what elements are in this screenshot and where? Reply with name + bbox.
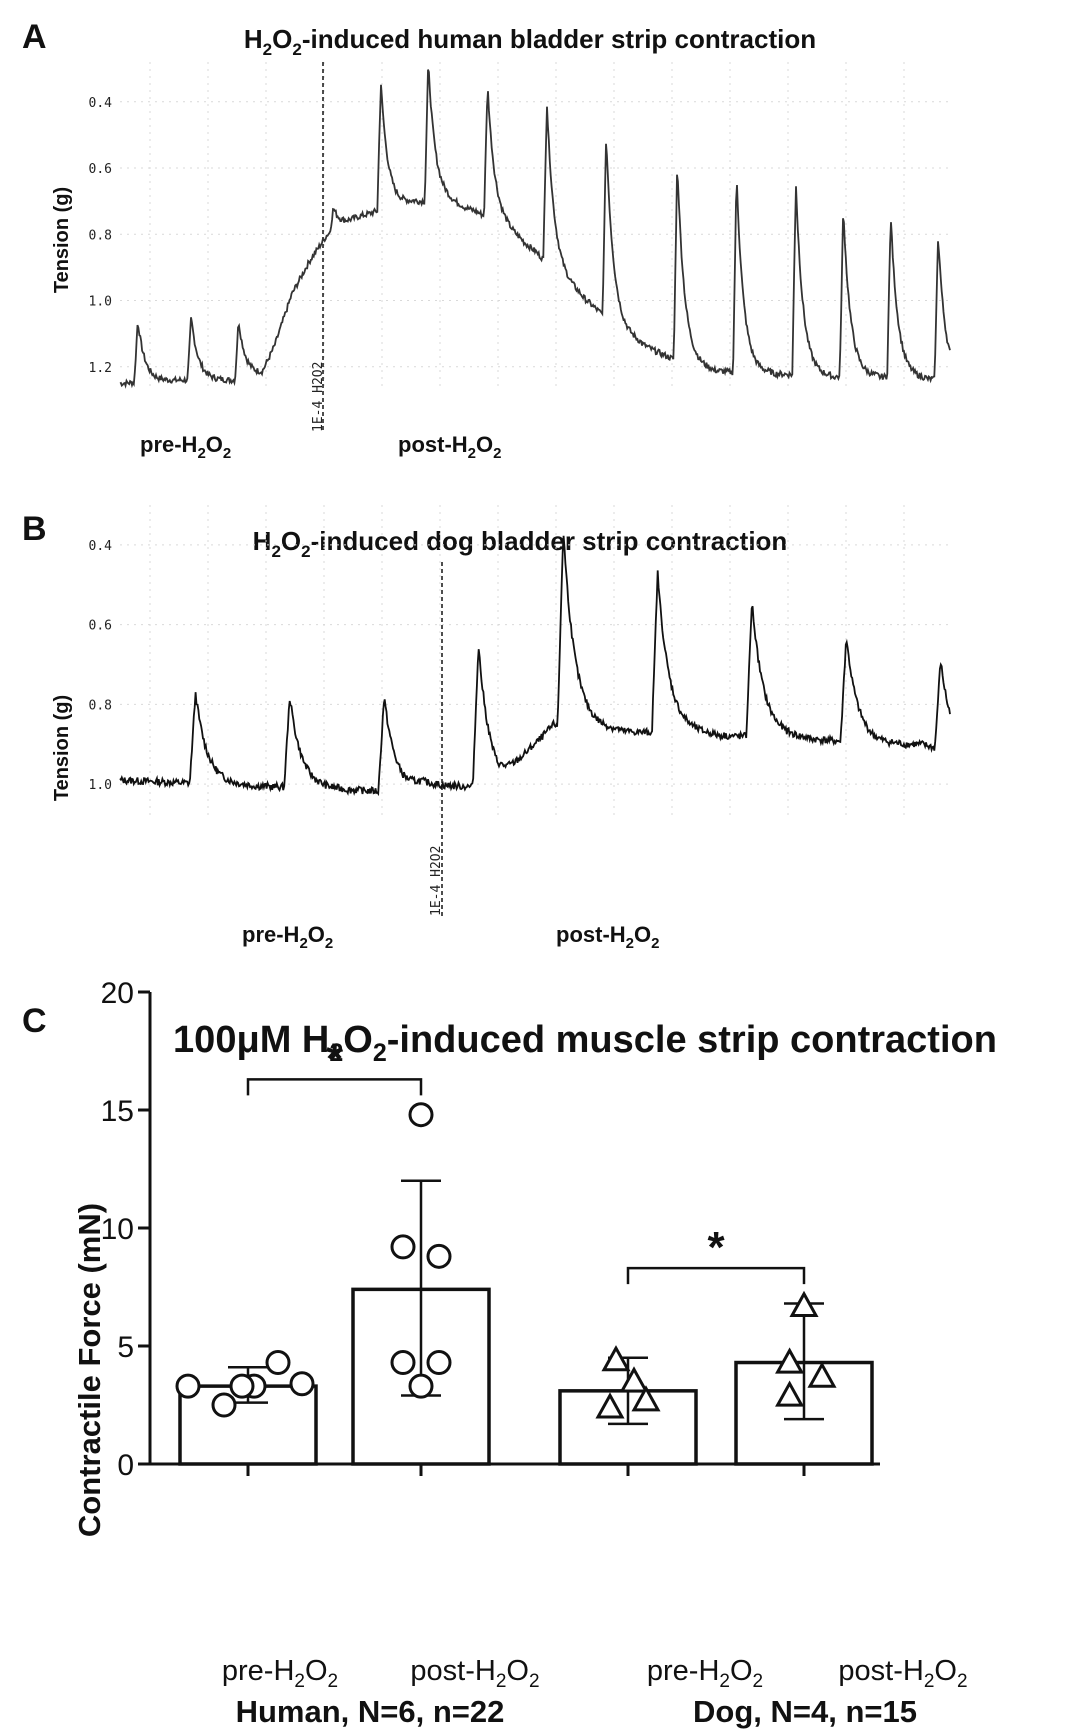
c-data-point [775, 1380, 805, 1407]
panel-c-title: 100μM H2O2-induced muscle strip contract… [173, 1019, 997, 1067]
c-data-point [807, 1361, 837, 1388]
panel-c-significance: ** [246, 1034, 806, 1285]
panel-b-grid [120, 505, 950, 820]
c-data-point [408, 1373, 434, 1399]
panel-a-grid [120, 62, 950, 390]
c-data-point [390, 1350, 416, 1376]
panel-a-drug-marker-label: 1E-4 H2O2 [311, 362, 326, 432]
c-data-point [229, 1373, 255, 1399]
c-data-point [265, 1350, 291, 1376]
a-y-tick-label: 0.8 [89, 228, 112, 243]
c-category-label-4: post-H2O2 [838, 1655, 967, 1692]
a-y-tick-label: 1.2 [89, 361, 112, 376]
panel-a-ylabel: Tension (g) [51, 187, 73, 293]
c-y-tick-label: 15 [101, 1095, 134, 1128]
c-data-point [595, 1392, 625, 1419]
panel-b-drug-marker-label: 1E-4 H2O2 [429, 846, 444, 916]
panel-c-letter: C [22, 1002, 47, 1040]
c-data-point [789, 1290, 819, 1317]
c-category-label-1: pre-H2O2 [222, 1655, 338, 1692]
b-y-tick-label: 0.4 [89, 539, 113, 554]
c-data-point [211, 1392, 237, 1418]
c-y-tick-label: 0 [117, 1449, 134, 1482]
b-y-tick-label: 0.8 [89, 698, 112, 713]
a-y-tick-label: 0.6 [89, 162, 112, 177]
c-significance-star: * [326, 1034, 344, 1083]
c-group-label-dog: Dog, N=4, n=15 [693, 1694, 917, 1729]
c-data-point [408, 1102, 434, 1128]
c-data-point [289, 1371, 315, 1397]
b-y-tick-label: 0.6 [89, 619, 112, 634]
a-y-tick-label: 1.0 [89, 295, 112, 310]
panel-a-y-ticks: 1.2 1.0 0.8 0.6 0.4 [89, 96, 113, 376]
c-data-point [619, 1366, 649, 1393]
panel-a: A H2O2-induced human bladder strip contr… [22, 18, 951, 462]
c-y-tick-label: 5 [117, 1331, 134, 1364]
c-significance-star: * [707, 1223, 725, 1272]
b-y-tick-label: 1.0 [89, 778, 112, 793]
a-y-tick-label: 0.4 [89, 96, 113, 111]
panel-a-letter: A [22, 18, 47, 56]
panel-c-points [175, 1102, 837, 1419]
panel-b-y-ticks: 1.0 0.8 0.6 0.4 [89, 539, 113, 793]
panel-b-letter: B [22, 510, 47, 548]
panel-a-tension-trace [119, 69, 951, 389]
panel-c-ylabel: Contractile Force (mN) [72, 1203, 107, 1537]
panel-c: C 100μM H2O2-induced muscle strip contra… [22, 977, 997, 1729]
c-y-tick-label: 20 [101, 977, 134, 1010]
panel-b-ylabel: Tension (g) [51, 695, 73, 801]
c-data-point [631, 1385, 661, 1412]
c-category-label-2: post-H2O2 [410, 1655, 539, 1692]
c-significance-bracket [246, 1078, 423, 1096]
c-data-point [426, 1350, 452, 1376]
c-significance-bracket [626, 1266, 806, 1285]
c-data-point [390, 1234, 416, 1260]
c-data-point [775, 1347, 805, 1374]
panel-a-pre-label: pre-H2O2 [140, 432, 231, 462]
panel-c-bars [178, 1287, 874, 1466]
panel-a-post-label: post-H2O2 [398, 432, 501, 462]
c-data-point [175, 1373, 201, 1399]
panel-b-pre-label: pre-H2O2 [242, 922, 333, 952]
panel-b-post-label: post-H2O2 [556, 922, 659, 952]
panel-a-title: H2O2-induced human bladder strip contrac… [244, 24, 816, 59]
c-data-point [601, 1345, 631, 1372]
c-group-label-human: Human, N=6, n=22 [236, 1694, 505, 1729]
panel-b: B H2O2-induced dog bladder strip contrac… [22, 505, 951, 952]
c-data-point [426, 1243, 452, 1269]
panel-b-tension-trace [119, 535, 951, 797]
panel-b-title: H2O2-induced dog bladder strip contracti… [253, 526, 788, 561]
c-y-tick-label: 10 [101, 1213, 134, 1246]
c-category-label-3: pre-H2O2 [647, 1655, 763, 1692]
